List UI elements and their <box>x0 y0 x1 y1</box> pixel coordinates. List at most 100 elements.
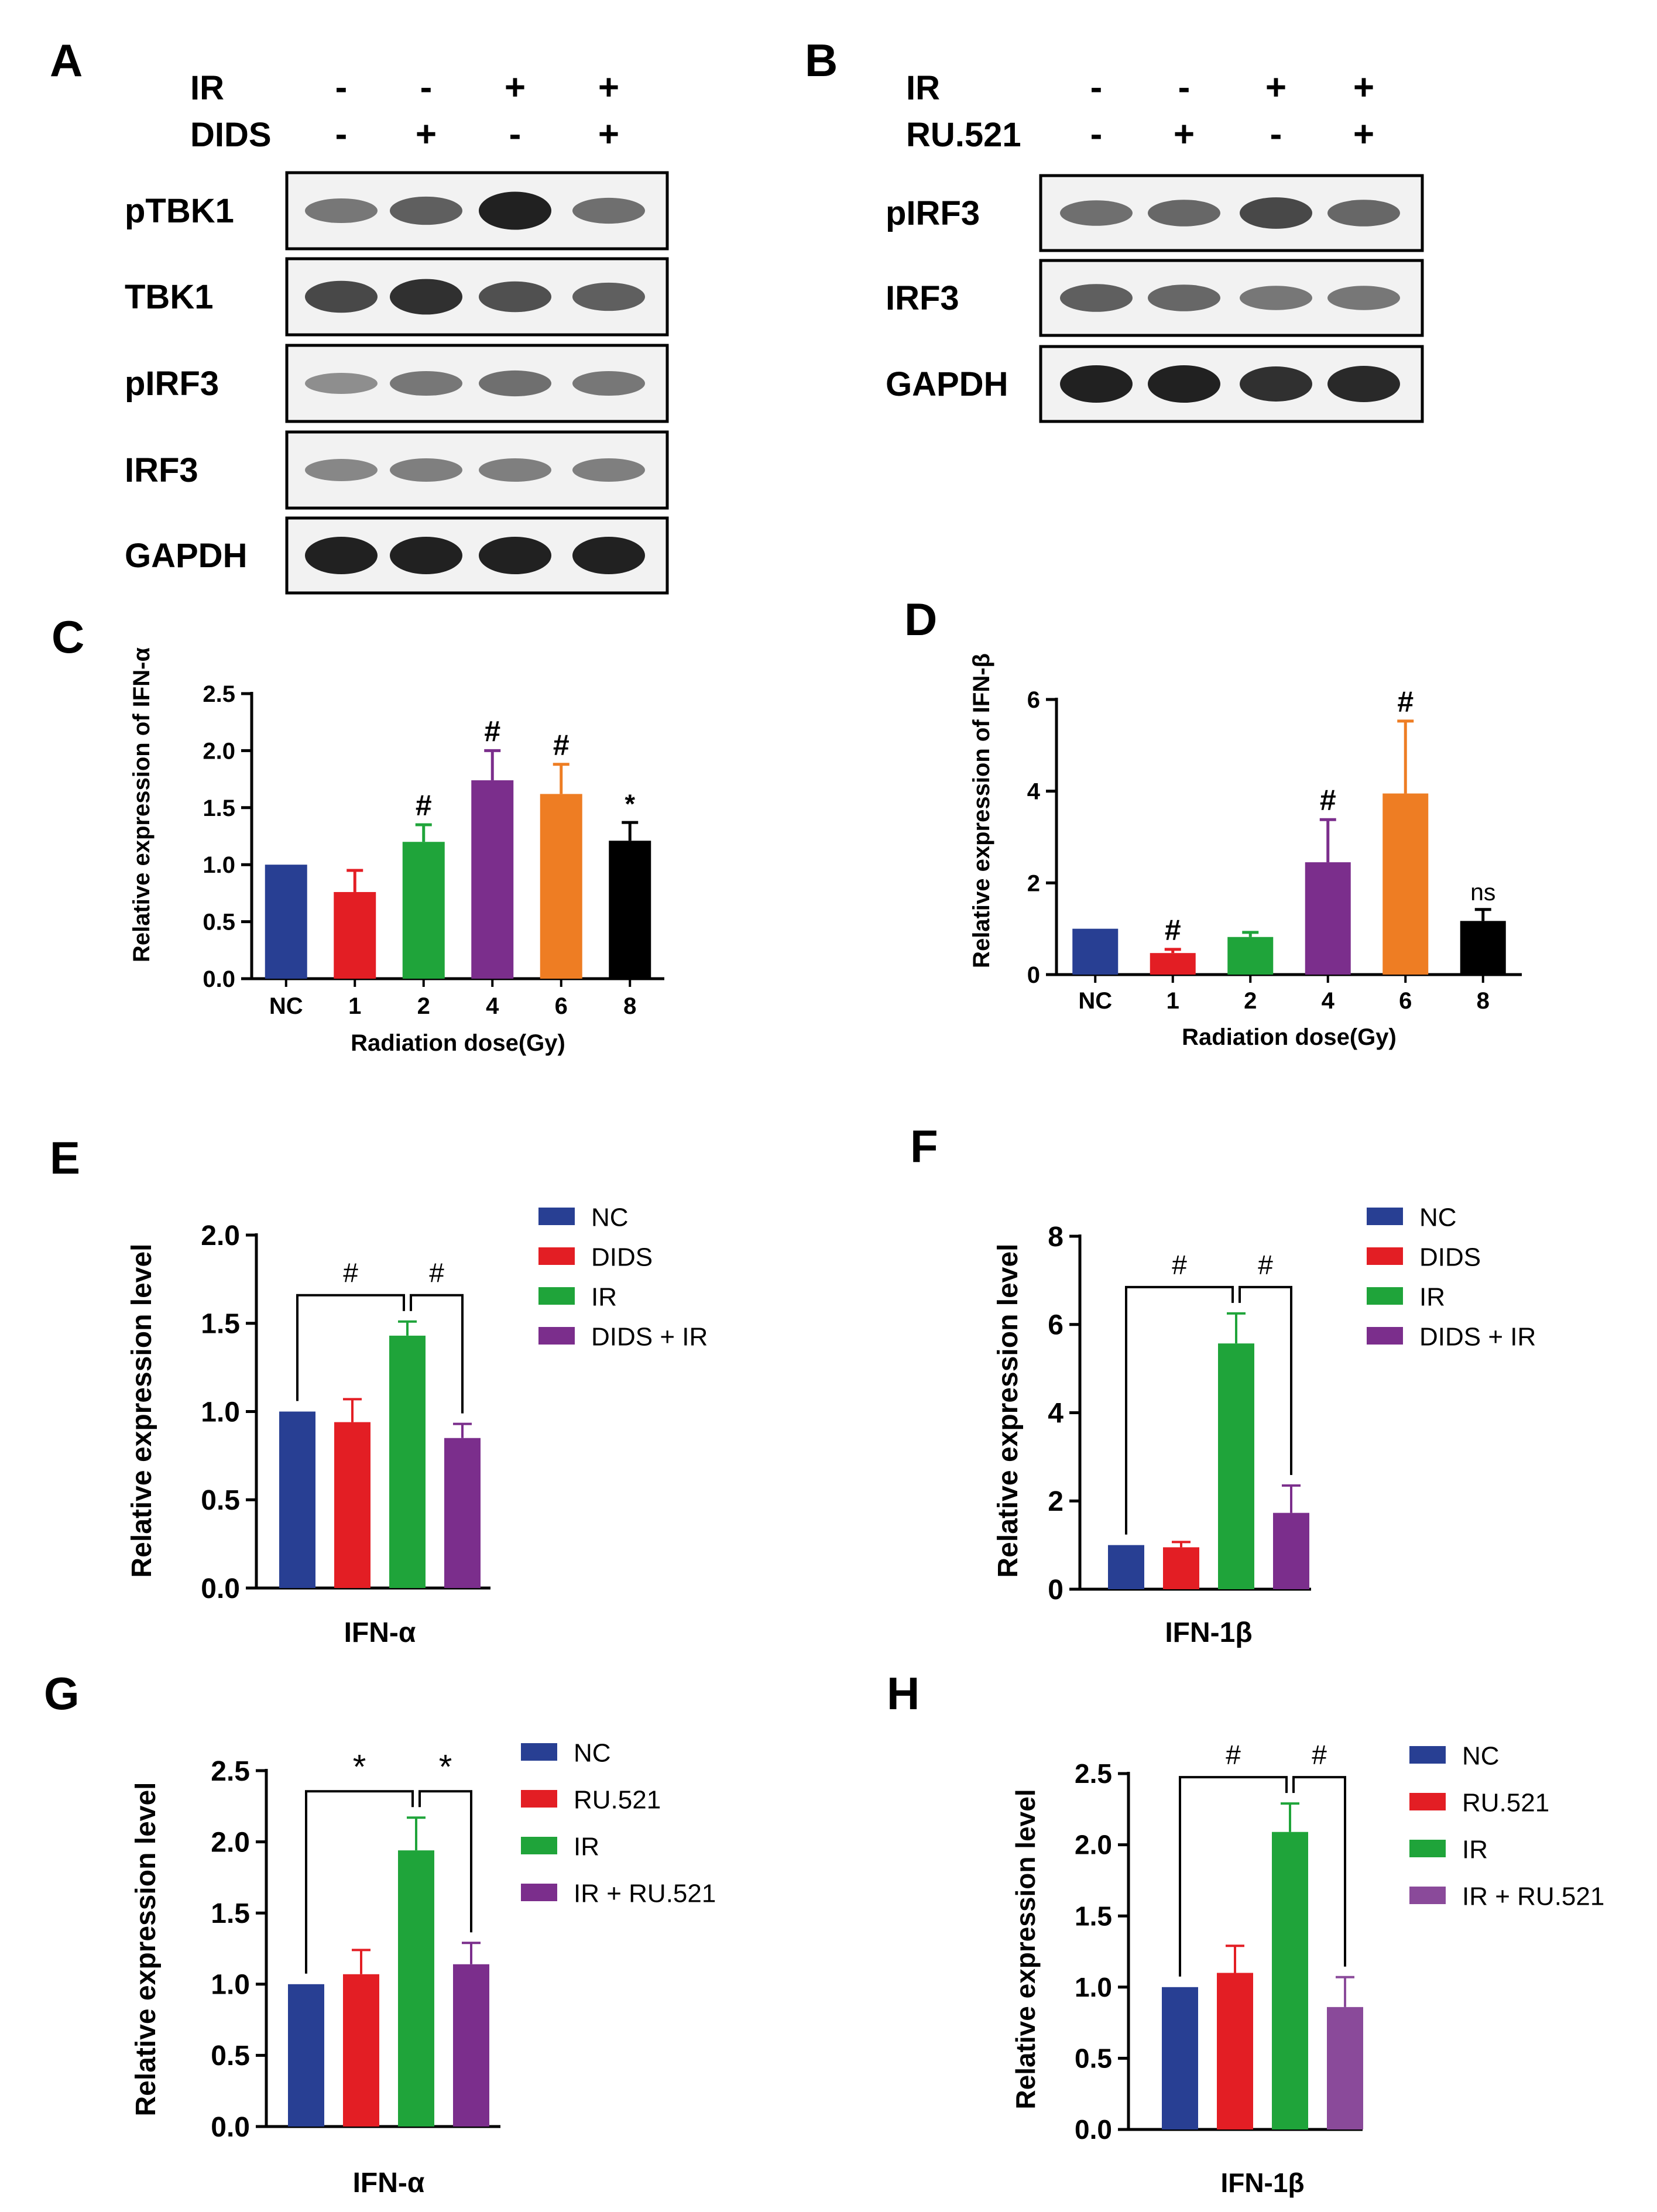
legend: NC DIDS IR DIDS + IR <box>1367 1203 1536 1352</box>
panel-letter-H: H <box>887 1668 920 1719</box>
legend-label: IR <box>1419 1283 1445 1312</box>
condition-sign: - <box>1178 67 1191 108</box>
y-axis-title: Relative expression level <box>126 1244 157 1578</box>
legend-swatch <box>1367 1327 1403 1345</box>
significance-label: ns <box>1470 879 1495 906</box>
y-tick-label: 1.0 <box>1075 1972 1112 2002</box>
legend: NC RU.521 IR IR + RU.521 <box>521 1739 716 1908</box>
bar <box>288 1984 324 2127</box>
blot-band <box>305 373 378 394</box>
x-tick-label: 6 <box>555 993 568 1019</box>
blot-band <box>390 371 462 396</box>
panel-letter-F: F <box>910 1120 938 1172</box>
x-tick-label: 8 <box>1477 988 1490 1014</box>
condition-label: DIDS <box>190 116 272 154</box>
bar <box>389 1335 426 1588</box>
bar <box>1273 1513 1309 1589</box>
bar <box>471 780 514 979</box>
blot-strip <box>1039 174 1424 252</box>
legend: NC RU.521 IR IR + RU.521 <box>1409 1742 1604 1911</box>
blot-band <box>479 370 551 397</box>
blot-label: IRF3 <box>886 279 959 317</box>
blot-label: TBK1 <box>125 278 213 316</box>
condition-sign: + <box>598 114 619 155</box>
bar <box>1108 1545 1144 1589</box>
x-tick-label: 1 <box>1167 988 1179 1014</box>
y-tick-label: 0.0 <box>211 2112 250 2143</box>
blot-band <box>305 280 378 313</box>
blot-band <box>572 197 645 224</box>
y-tick-label: 0.5 <box>203 910 235 935</box>
bar <box>1460 921 1506 975</box>
blot-band <box>479 537 551 574</box>
blot-strip <box>1039 345 1424 423</box>
legend-label: NC <box>591 1203 629 1232</box>
bar <box>1217 1973 1253 2129</box>
blot-band <box>305 459 378 481</box>
significance-label: # <box>429 1258 444 1288</box>
blot-band <box>572 458 645 482</box>
blot-band <box>390 458 462 482</box>
blot-band <box>1060 284 1133 312</box>
condition-sign: + <box>505 67 526 108</box>
y-tick-label: 0 <box>1027 962 1040 988</box>
chart-panel-H: H 0.0 0.5 1.0 1.5 2.0 2.5 Relative expression l… <box>887 1668 1604 2198</box>
bar <box>453 1964 489 2127</box>
bar <box>265 865 307 979</box>
legend-swatch <box>1409 1746 1446 1764</box>
legend-swatch <box>538 1247 575 1265</box>
y-tick-label: 6 <box>1027 687 1040 713</box>
blot-band <box>305 198 378 224</box>
legend-label: IR <box>591 1283 617 1312</box>
significance-bracket <box>305 1790 414 1974</box>
y-axis-title: Relative expression level <box>131 1782 162 2117</box>
blot-band <box>479 191 551 230</box>
blot-band <box>1060 365 1133 403</box>
significance-label: # <box>1320 784 1336 817</box>
blot-band <box>572 282 645 311</box>
legend-label: NC <box>1462 1742 1500 1771</box>
significance-label: * <box>625 789 635 819</box>
significance-label: * <box>353 1748 366 1786</box>
legend-swatch <box>538 1208 575 1225</box>
y-tick-label: 0.5 <box>211 2040 250 2072</box>
y-tick-label: 1.5 <box>211 1898 250 1929</box>
significance-label: # <box>1258 1250 1273 1280</box>
blot-strip <box>285 430 669 510</box>
legend-swatch <box>521 1743 557 1761</box>
panel-letter-G: G <box>44 1668 80 1719</box>
blot-strip <box>1039 259 1424 337</box>
bar <box>540 794 582 979</box>
condition-sign: + <box>1353 114 1374 155</box>
bar <box>1305 862 1351 975</box>
significance-label: # <box>1226 1740 1241 1770</box>
blot-band <box>1327 286 1400 310</box>
condition-sign: - <box>335 114 348 155</box>
chart-panel-C: C 0.0 0.5 1.0 1.5 2.0 2.5 Relative expression o… <box>52 611 664 1056</box>
bar <box>334 1422 370 1588</box>
blot-strip <box>285 171 669 251</box>
y-tick-label: 0.0 <box>201 1573 240 1604</box>
legend-swatch <box>538 1327 575 1345</box>
bar <box>1327 2007 1363 2129</box>
significance-bracket <box>1239 1285 1292 1475</box>
condition-sign: - <box>1090 114 1103 155</box>
bar <box>1072 928 1119 975</box>
y-axis-title: Relative expression of IFN-α <box>129 647 155 962</box>
condition-label: RU.521 <box>906 116 1021 154</box>
panel-letter-A: A <box>50 35 83 86</box>
y-tick-label: 0.5 <box>1075 2043 1112 2074</box>
legend-swatch <box>1367 1208 1403 1225</box>
y-tick-label: 0.5 <box>201 1485 240 1516</box>
panel-letter-B: B <box>805 35 838 86</box>
x-axis-title: IFN-1β <box>1165 1617 1252 1648</box>
blot-label: GAPDH <box>886 365 1008 403</box>
y-tick-label: 2.0 <box>201 1220 240 1251</box>
condition-sign: + <box>416 114 437 155</box>
legend-swatch <box>1409 1887 1446 1904</box>
significance-label: # <box>553 729 570 762</box>
condition-sign: - <box>1090 67 1103 108</box>
y-tick-label: 2.0 <box>1075 1830 1112 1860</box>
x-tick-label: NC <box>1078 988 1112 1014</box>
chart-panel-D: D 0 2 4 6 Relative expression of IFN-β NC 1 #2 4 #… <box>904 594 1522 1050</box>
